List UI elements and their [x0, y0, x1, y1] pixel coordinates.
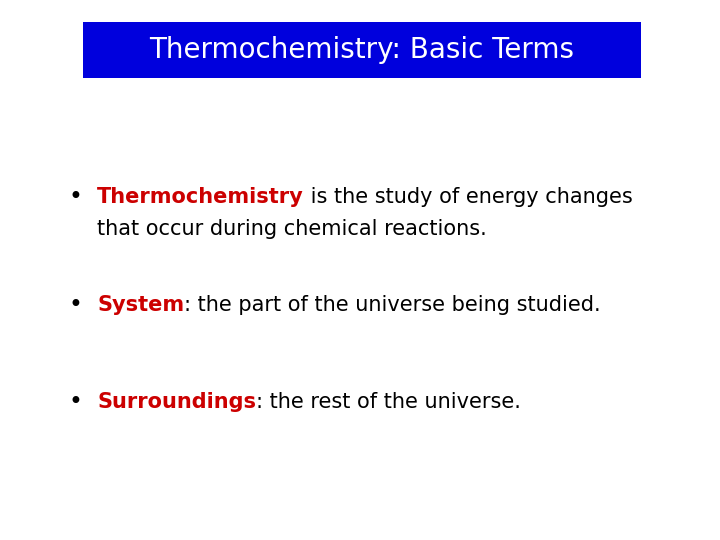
Text: is the study of energy changes: is the study of energy changes — [304, 187, 633, 207]
Text: that occur during chemical reactions.: that occur during chemical reactions. — [97, 219, 487, 239]
Text: Thermochemistry: Basic Terms: Thermochemistry: Basic Terms — [149, 36, 575, 64]
Text: Surroundings: Surroundings — [97, 392, 256, 413]
Text: Thermochemistry: Thermochemistry — [97, 187, 304, 207]
Text: •: • — [68, 185, 82, 209]
Text: : the rest of the universe.: : the rest of the universe. — [256, 392, 521, 413]
Text: •: • — [68, 390, 82, 414]
Text: : the part of the universe being studied.: : the part of the universe being studied… — [184, 295, 601, 315]
FancyBboxPatch shape — [83, 22, 641, 78]
Text: •: • — [68, 293, 82, 317]
Text: System: System — [97, 295, 184, 315]
